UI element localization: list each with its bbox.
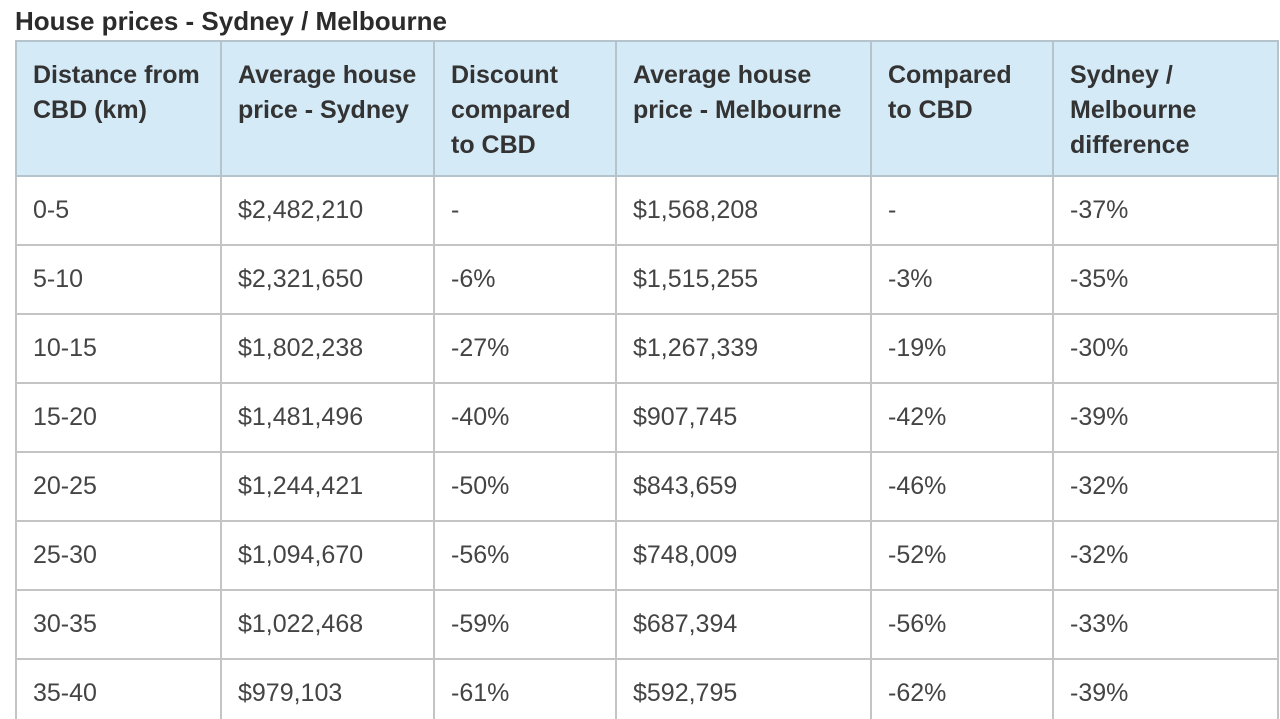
table-cell: $1,267,339 bbox=[615, 313, 872, 384]
table-cell: -33% bbox=[1052, 589, 1279, 660]
header-melbourne-compared: Compared to CBD bbox=[870, 40, 1054, 177]
table-cell: $1,244,421 bbox=[220, 451, 435, 522]
table-cell: $1,802,238 bbox=[220, 313, 435, 384]
page-title: House prices - Sydney / Melbourne bbox=[15, 6, 447, 36]
table-row: 10-15 $1,802,238 -27% $1,267,339 -19% -3… bbox=[15, 313, 1279, 384]
table-cell: $907,745 bbox=[615, 382, 872, 453]
table-cell: 10-15 bbox=[15, 313, 222, 384]
table-cell: 35-40 bbox=[15, 658, 222, 719]
table-cell: -40% bbox=[433, 382, 617, 453]
table-cell: -50% bbox=[433, 451, 617, 522]
table-cell: -19% bbox=[870, 313, 1054, 384]
table-cell: 20-25 bbox=[15, 451, 222, 522]
table-cell: $1,515,255 bbox=[615, 244, 872, 315]
table-cell: -35% bbox=[1052, 244, 1279, 315]
table-cell: $979,103 bbox=[220, 658, 435, 719]
table-cell: $1,481,496 bbox=[220, 382, 435, 453]
table-cell: -39% bbox=[1052, 382, 1279, 453]
table-cell: -42% bbox=[870, 382, 1054, 453]
table-cell: 30-35 bbox=[15, 589, 222, 660]
table-header-row: Distance from CBD (km) Average house pri… bbox=[15, 40, 1279, 177]
header-sydney-price: Average house price - Sydney bbox=[220, 40, 435, 177]
table-cell: -56% bbox=[870, 589, 1054, 660]
table-cell: -27% bbox=[433, 313, 617, 384]
table-cell: -59% bbox=[433, 589, 617, 660]
table-cell: $1,568,208 bbox=[615, 175, 872, 246]
header-distance: Distance from CBD (km) bbox=[15, 40, 222, 177]
table-row: 25-30 $1,094,670 -56% $748,009 -52% -32% bbox=[15, 520, 1279, 591]
header-sydney-discount: Discount compared to CBD bbox=[433, 40, 617, 177]
table-cell: -3% bbox=[870, 244, 1054, 315]
table-cell: 5-10 bbox=[15, 244, 222, 315]
table-cell: $2,482,210 bbox=[220, 175, 435, 246]
table-cell: $748,009 bbox=[615, 520, 872, 591]
table-cell: -32% bbox=[1052, 520, 1279, 591]
table-cell: 15-20 bbox=[15, 382, 222, 453]
table-cell: -62% bbox=[870, 658, 1054, 719]
table-cell: - bbox=[433, 175, 617, 246]
table-cell: $2,321,650 bbox=[220, 244, 435, 315]
table-cell: -6% bbox=[433, 244, 617, 315]
header-difference: Sydney / Melbourne difference bbox=[1052, 40, 1279, 177]
table-cell: $1,094,670 bbox=[220, 520, 435, 591]
table-cell: 25-30 bbox=[15, 520, 222, 591]
house-prices-table: Distance from CBD (km) Average house pri… bbox=[15, 40, 1279, 719]
table-cell: -56% bbox=[433, 520, 617, 591]
table-row: 0-5 $2,482,210 - $1,568,208 - -37% bbox=[15, 175, 1279, 246]
table-cell: -46% bbox=[870, 451, 1054, 522]
table-row: 20-25 $1,244,421 -50% $843,659 -46% -32% bbox=[15, 451, 1279, 522]
table-cell: $843,659 bbox=[615, 451, 872, 522]
table-row: 35-40 $979,103 -61% $592,795 -62% -39% bbox=[15, 658, 1279, 719]
table-row: 15-20 $1,481,496 -40% $907,745 -42% -39% bbox=[15, 382, 1279, 453]
table-cell: -32% bbox=[1052, 451, 1279, 522]
table-cell: -30% bbox=[1052, 313, 1279, 384]
table-cell: $592,795 bbox=[615, 658, 872, 719]
table-cell: $1,022,468 bbox=[220, 589, 435, 660]
table-cell: 0-5 bbox=[15, 175, 222, 246]
table-cell: -39% bbox=[1052, 658, 1279, 719]
table-row: 5-10 $2,321,650 -6% $1,515,255 -3% -35% bbox=[15, 244, 1279, 315]
header-melbourne-price: Average house price - Melbourne bbox=[615, 40, 872, 177]
table-cell: $687,394 bbox=[615, 589, 872, 660]
table-cell: -61% bbox=[433, 658, 617, 719]
table-cell: -52% bbox=[870, 520, 1054, 591]
table-cell: -37% bbox=[1052, 175, 1279, 246]
table-row: 30-35 $1,022,468 -59% $687,394 -56% -33% bbox=[15, 589, 1279, 660]
table-cell: - bbox=[870, 175, 1054, 246]
